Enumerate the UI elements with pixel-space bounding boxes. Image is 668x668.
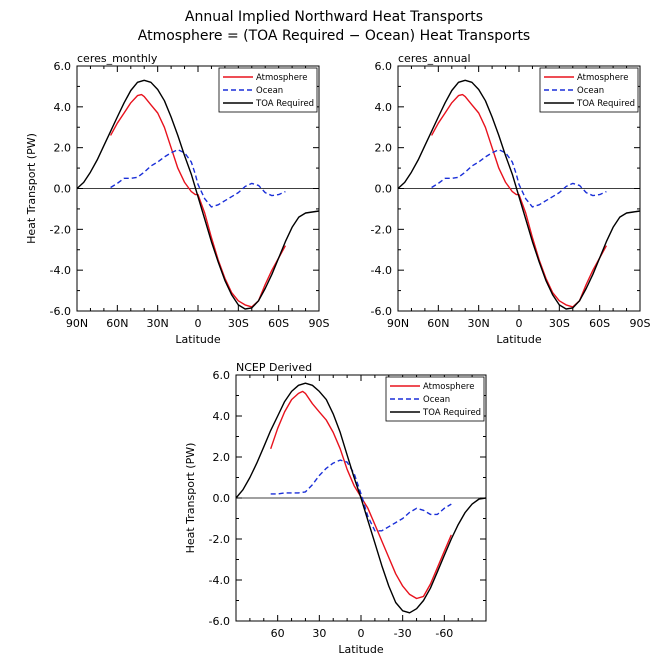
x-tick-label: 60S xyxy=(268,317,289,330)
chart-panel-1: ceres_monthly -6.0 -4.0 -2.0 0.0 2.0 4.0 6.0 90N… xyxy=(25,52,330,346)
y-tick-label: 6.0 xyxy=(54,60,72,73)
figure-title-line2: Atmosphere = (TOA Required − Ocean) Heat… xyxy=(138,28,530,44)
x-tick-label: -60 xyxy=(435,627,453,640)
legend: Atmosphere Ocean TOA Required xyxy=(218,67,318,113)
y-tick-label: -6.0 xyxy=(209,615,230,628)
x-tick-label: 60S xyxy=(589,317,610,330)
y-tick-label: -2.0 xyxy=(371,223,392,236)
series-line-atmosphere xyxy=(109,93,287,308)
x-tick-label: 30 xyxy=(312,627,326,640)
x-tick-label: 90N xyxy=(387,317,409,330)
panel-title: ceres_annual xyxy=(398,52,471,65)
legend: Atmosphere Ocean TOA Required xyxy=(539,67,639,113)
y-tick-label: 2.0 xyxy=(375,142,393,155)
panels: ceres_monthly -6.0 -4.0 -2.0 0.0 2.0 4.0 6.0 90N… xyxy=(25,52,651,656)
x-axis-label: Latitude xyxy=(338,643,384,656)
y-tick-label: 4.0 xyxy=(213,410,231,423)
series-line-atmosphere xyxy=(270,390,452,600)
series-line-toa-required xyxy=(397,79,641,310)
x-tick-label: 0 xyxy=(516,317,523,330)
x-axis-label: Latitude xyxy=(496,333,542,346)
x-tick-label: 30N xyxy=(147,317,169,330)
legend-label: Ocean xyxy=(577,86,604,96)
x-tick-label: 60N xyxy=(427,317,449,330)
figure-title-line1: Annual Implied Northward Heat Transports xyxy=(185,9,483,25)
x-tick-label: 90S xyxy=(309,317,330,330)
y-tick-label: 6.0 xyxy=(375,60,393,73)
x-tick-label: 90S xyxy=(630,317,651,330)
y-tick-label: -4.0 xyxy=(371,264,392,277)
x-tick-label: 90N xyxy=(66,317,88,330)
y-tick-label: -6.0 xyxy=(50,305,71,318)
legend-label: TOA Required xyxy=(422,408,481,418)
x-tick-label: 30S xyxy=(549,317,570,330)
legend-label: TOA Required xyxy=(576,99,635,109)
legend-label: Atmosphere xyxy=(256,73,307,83)
legend-label: TOA Required xyxy=(255,99,314,109)
y-tick-label: -2.0 xyxy=(50,223,71,236)
x-tick-label: 60N xyxy=(106,317,128,330)
series-line-atmosphere xyxy=(430,93,608,308)
y-tick-label: -2.0 xyxy=(209,533,230,546)
y-tick-label: 6.0 xyxy=(213,369,231,382)
legend-label: Ocean xyxy=(423,395,450,405)
y-tick-label: 2.0 xyxy=(213,451,231,464)
y-axis-label: Heat Transport (PW) xyxy=(25,133,38,244)
series-line-ocean xyxy=(431,149,607,208)
x-tick-label: 30N xyxy=(468,317,490,330)
y-tick-label: -4.0 xyxy=(209,574,230,587)
series-line-ocean xyxy=(270,459,452,532)
chart-panel-2: ceres_annual -6.0 -4.0 -2.0 0.0 2.0 4.0 6.0 90N 6… xyxy=(371,52,651,346)
legend: Atmosphere Ocean TOA Required xyxy=(385,376,485,422)
x-tick-label: 0 xyxy=(358,627,365,640)
panel-title: ceres_monthly xyxy=(77,52,158,65)
y-axis-label: Heat Transport (PW) xyxy=(184,443,197,554)
y-tick-label: 4.0 xyxy=(54,101,72,114)
legend-label: Atmosphere xyxy=(423,382,474,392)
y-tick-label: -6.0 xyxy=(371,305,392,318)
legend-label: Ocean xyxy=(256,86,283,96)
y-tick-label: 0.0 xyxy=(375,183,393,196)
y-tick-label: -4.0 xyxy=(50,264,71,277)
y-tick-label: 0.0 xyxy=(54,183,72,196)
x-tick-label: 30S xyxy=(228,317,249,330)
x-tick-label: 0 xyxy=(195,317,202,330)
x-tick-label: 60 xyxy=(271,627,285,640)
y-tick-label: 4.0 xyxy=(375,101,393,114)
panel-title: NCEP Derived xyxy=(236,361,312,374)
x-axis-label: Latitude xyxy=(175,333,221,346)
y-tick-label: 0.0 xyxy=(213,492,231,505)
series-line-toa-required xyxy=(235,382,487,614)
y-tick-label: 2.0 xyxy=(54,142,72,155)
series-line-ocean xyxy=(110,149,286,208)
series-line-toa-required xyxy=(76,79,320,310)
legend-label: Atmosphere xyxy=(577,73,628,83)
x-tick-label: -30 xyxy=(394,627,412,640)
chart-panel-3: NCEP Derived -6.0 -4.0 -2.0 0.0 2.0 4.0 6.0 60 30… xyxy=(184,361,487,656)
